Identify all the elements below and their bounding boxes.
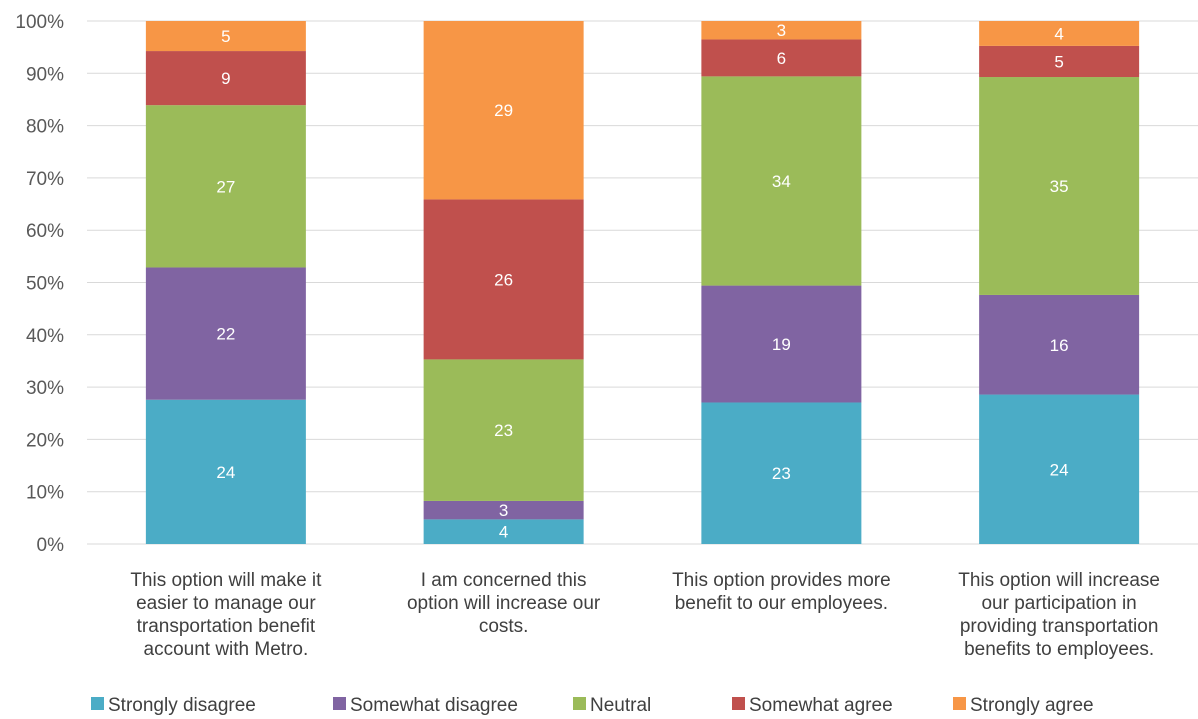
bar-segment	[423, 359, 584, 501]
data-label: 24	[1050, 460, 1069, 479]
data-label: 5	[1054, 52, 1063, 71]
legend-swatch	[91, 697, 104, 710]
bar-segment	[701, 285, 862, 403]
y-tick-label: 90%	[26, 64, 64, 85]
legend-swatch	[732, 697, 745, 710]
data-label: 19	[772, 335, 791, 354]
data-label: 5	[221, 27, 230, 46]
data-label: 34	[772, 172, 791, 191]
data-label: 4	[1054, 24, 1063, 43]
bar-segment	[423, 519, 584, 544]
bar-segment	[423, 500, 584, 520]
data-label: 4	[499, 523, 508, 542]
bar-segment	[423, 21, 584, 200]
x-category-label: This option will make it easier to manage…	[130, 570, 322, 660]
bar-segment	[979, 294, 1140, 395]
legend-label: Somewhat disagree	[350, 695, 518, 716]
legend-label: Strongly agree	[970, 695, 1094, 716]
x-axis-categories: This option will make it easier to manage…	[130, 570, 1160, 660]
data-label: 26	[494, 270, 513, 289]
data-label: 27	[216, 177, 235, 196]
bar-segment	[145, 51, 306, 106]
bar-segment	[979, 21, 1140, 46]
bar-segment	[701, 402, 862, 544]
data-label: 29	[494, 101, 513, 120]
legend-swatch	[953, 697, 966, 710]
bar-segment	[979, 45, 1140, 78]
data-label: 35	[1050, 177, 1069, 196]
y-tick-label: 30%	[26, 378, 64, 399]
x-category-label: This option will increase our participati…	[958, 570, 1160, 660]
y-tick-label: 60%	[26, 221, 64, 242]
data-label: 24	[216, 463, 235, 482]
data-label: 16	[1050, 336, 1069, 355]
legend-swatch	[573, 697, 586, 710]
bars	[145, 21, 1140, 544]
y-axis-ticks: 0% 10% 20% 30% 40% 50% 60% 70% 80% 90% 100%	[15, 12, 64, 556]
bar-segment	[701, 21, 862, 40]
legend: Strongly disagree Somewhat disagree Neutra…	[91, 695, 1094, 716]
y-tick-label: 70%	[26, 169, 64, 190]
data-label: 3	[777, 21, 786, 40]
legend-label: Neutral	[590, 695, 651, 716]
y-tick-label: 20%	[26, 430, 64, 451]
bar-segment	[979, 394, 1140, 544]
bar-segment	[145, 105, 306, 268]
y-tick-label: 40%	[26, 326, 64, 347]
bar-segment	[145, 267, 306, 400]
y-tick-label: 0%	[37, 535, 65, 556]
bar-segment	[145, 21, 306, 52]
bar-segment	[701, 39, 862, 77]
data-label: 6	[777, 49, 786, 68]
data-label: 23	[494, 421, 513, 440]
data-label: 3	[499, 501, 508, 520]
y-tick-label: 80%	[26, 117, 64, 138]
bar-segment	[145, 399, 306, 544]
bar-segment	[701, 76, 862, 286]
bar-segment	[423, 199, 584, 360]
legend-label: Strongly disagree	[108, 695, 256, 716]
y-tick-label: 50%	[26, 274, 64, 295]
data-label: 22	[216, 325, 235, 344]
x-category-label: I am concerned this option will increase …	[407, 570, 601, 637]
legend-label: Somewhat agree	[749, 695, 893, 716]
y-tick-label: 10%	[26, 483, 64, 504]
legend-swatch	[333, 697, 346, 710]
x-category-label: This option provides more benefit to our …	[672, 570, 891, 614]
data-label: 9	[221, 69, 230, 88]
y-tick-label: 100%	[15, 12, 64, 33]
bar-segment	[979, 77, 1140, 295]
data-label: 23	[772, 464, 791, 483]
